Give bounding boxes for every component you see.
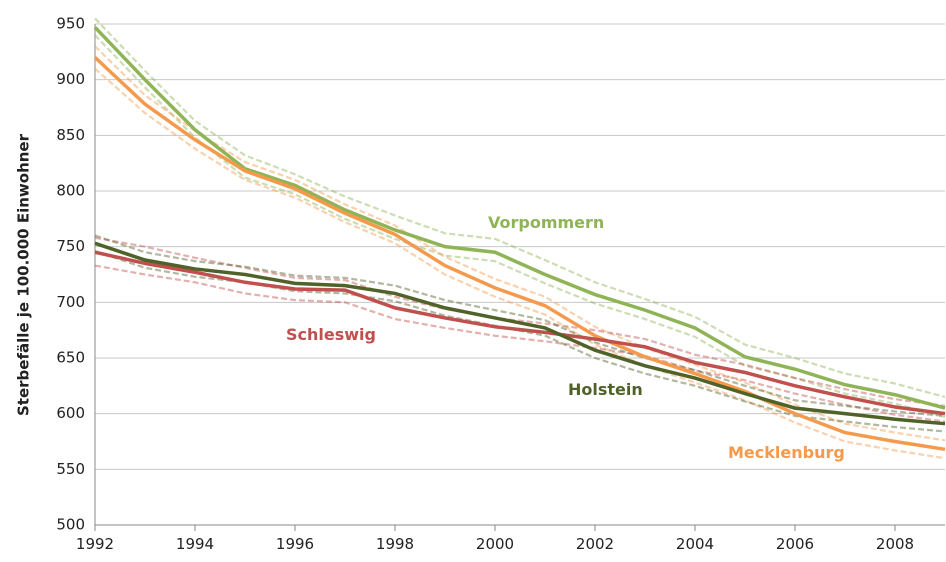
y-tick-label: 700	[56, 293, 85, 311]
x-tick-label: 2006	[776, 535, 814, 553]
x-tick-label: 1998	[376, 535, 414, 553]
y-tick-label: 500	[56, 516, 85, 534]
y-axis-label: Sterbefälle je 100.000 Einwohner	[15, 133, 33, 416]
series-line	[93, 56, 946, 452]
confidence-bound	[94, 236, 946, 407]
x-tick-label: 1994	[176, 535, 214, 553]
series-label: Holstein	[568, 380, 643, 399]
series-label: Mecklenburg	[728, 443, 845, 462]
y-tick-label: 850	[56, 126, 85, 144]
series-line	[93, 26, 946, 410]
y-tick-label: 550	[56, 460, 85, 478]
x-tick-label: 1996	[276, 535, 314, 553]
series-line	[94, 250, 946, 416]
x-tick-label: 2000	[476, 535, 514, 553]
confidence-bound	[94, 234, 946, 417]
series-label: Vorpommern	[488, 213, 604, 232]
confidence-bound	[94, 45, 946, 442]
y-tick-label: 950	[56, 15, 85, 33]
x-tick-label: 2004	[676, 535, 714, 553]
y-tick-label: 650	[56, 349, 85, 367]
x-tick-label: 1992	[76, 535, 114, 553]
series-line	[94, 241, 946, 426]
confidence-bound	[94, 67, 946, 460]
y-tick-label: 600	[56, 404, 85, 422]
y-tick-label: 900	[56, 70, 85, 88]
confidence-bound	[94, 34, 946, 419]
y-tick-label: 750	[56, 237, 85, 255]
confidence-bound	[94, 17, 946, 399]
x-tick-label: 2002	[576, 535, 614, 553]
confidence-bound	[94, 264, 946, 423]
y-tick-label: 800	[56, 182, 85, 200]
x-tick-label: 2008	[876, 535, 914, 553]
series-label: Schleswig	[286, 325, 376, 344]
